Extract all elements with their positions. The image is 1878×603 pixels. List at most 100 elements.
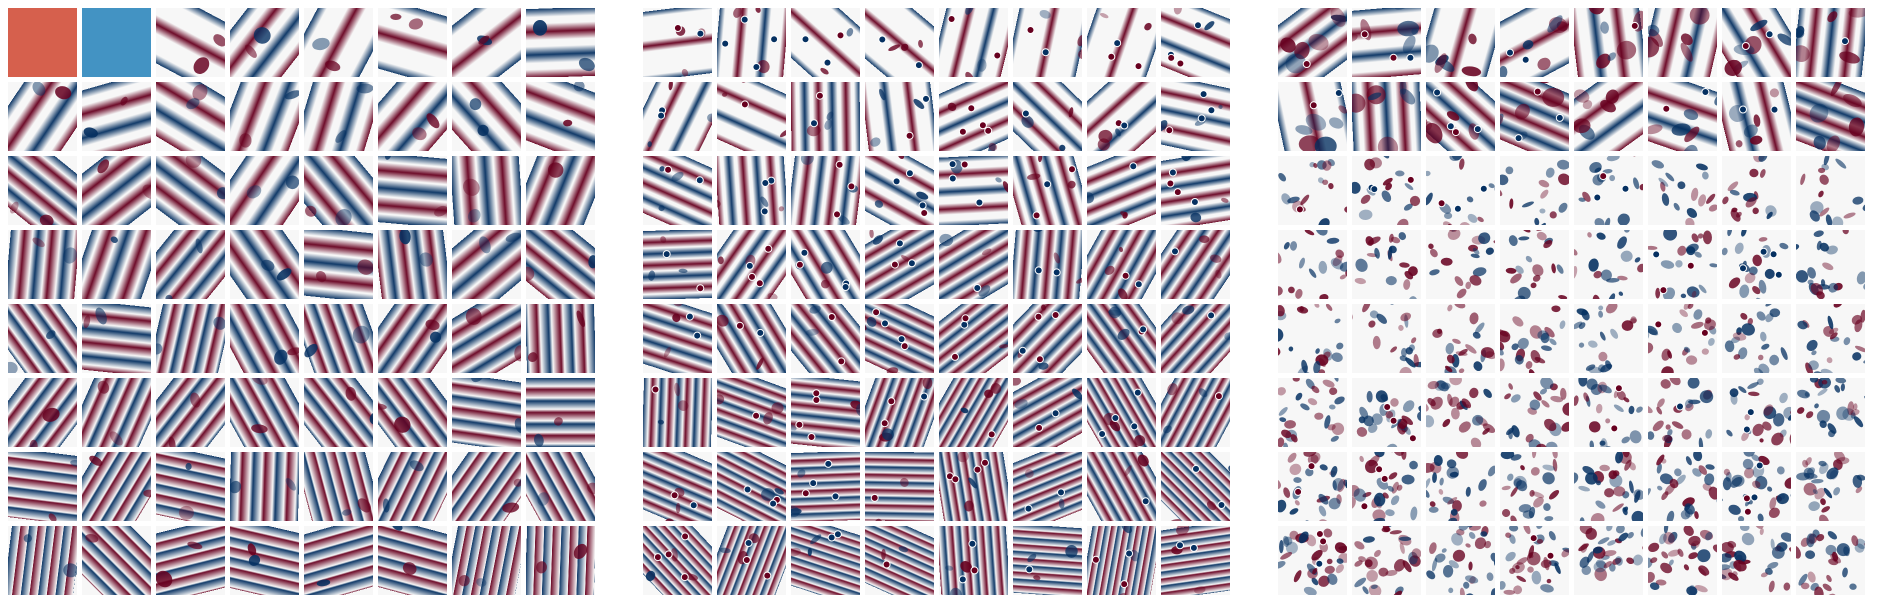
filter-tile [1722, 82, 1791, 151]
filter-tile [526, 82, 595, 151]
filter-tile [1796, 230, 1865, 299]
filter-tile [304, 156, 373, 225]
filter-tile [1796, 82, 1865, 151]
filter-tile [1013, 82, 1082, 151]
filter-tile [526, 378, 595, 447]
filter-tile [1574, 230, 1643, 299]
filter-tile [1648, 82, 1717, 151]
filter-tile [1278, 526, 1347, 595]
filter-tile [452, 230, 521, 299]
filter-tile [230, 8, 299, 77]
filter-tile [82, 526, 151, 595]
filter-tile [378, 82, 447, 151]
filter-tile [304, 230, 373, 299]
filter-tile [643, 230, 712, 299]
filter-tile [643, 156, 712, 225]
filter-tile [230, 156, 299, 225]
filter-tile [378, 156, 447, 225]
filter-tile [1426, 452, 1495, 521]
filter-tile [8, 82, 77, 151]
filter-tile [1352, 304, 1421, 373]
filter-tile [378, 8, 447, 77]
filter-tile [1087, 156, 1156, 225]
filter-tile [1722, 526, 1791, 595]
filter-tile [230, 304, 299, 373]
filter-tile [717, 8, 786, 77]
filter-tile [1278, 82, 1347, 151]
filter-tile [1574, 8, 1643, 77]
filter-tile [526, 230, 595, 299]
filter-tile [939, 378, 1008, 447]
filter-tile [82, 304, 151, 373]
filter-tile [1013, 8, 1082, 77]
filter-tile [643, 304, 712, 373]
filter-tile [1278, 230, 1347, 299]
filter-tile [82, 156, 151, 225]
filter-tile [1013, 156, 1082, 225]
filter-tile [156, 304, 225, 373]
filter-tile [1722, 452, 1791, 521]
filter-tile [1278, 156, 1347, 225]
filter-tile [865, 82, 934, 151]
filter-tile [1161, 230, 1230, 299]
filter-tile [1574, 304, 1643, 373]
filter-tile [230, 452, 299, 521]
filter-grid-right [1278, 8, 1870, 600]
filter-tile [8, 526, 77, 595]
filter-tile [865, 526, 934, 595]
filter-tile [1087, 82, 1156, 151]
filter-tile [717, 156, 786, 225]
filter-tile [1161, 156, 1230, 225]
filter-tile [865, 378, 934, 447]
filter-tile [1500, 304, 1569, 373]
filter-tile [230, 378, 299, 447]
filter-tile [791, 156, 860, 225]
filter-tile [791, 378, 860, 447]
filter-tile [1426, 156, 1495, 225]
filter-tile [1574, 378, 1643, 447]
filter-tile [1648, 452, 1717, 521]
filter-tile [1161, 378, 1230, 447]
filter-tile [1278, 452, 1347, 521]
filter-tile [452, 8, 521, 77]
filter-tile [791, 82, 860, 151]
filter-tile [526, 8, 595, 77]
filter-tile [156, 230, 225, 299]
filter-tile [1352, 378, 1421, 447]
filter-tile [1796, 452, 1865, 521]
filter-tile [1574, 82, 1643, 151]
filter-tile [1161, 8, 1230, 77]
filter-tile [156, 452, 225, 521]
filter-tile [1426, 304, 1495, 373]
filter-tile [156, 526, 225, 595]
filter-tile [82, 8, 151, 77]
filter-tile [1574, 156, 1643, 225]
filter-tile [1013, 304, 1082, 373]
filter-tile [230, 526, 299, 595]
filter-tile [8, 8, 77, 77]
filter-tile [1013, 378, 1082, 447]
filter-tile [452, 378, 521, 447]
filter-tile [1500, 8, 1569, 77]
filter-tile [1722, 230, 1791, 299]
filter-tile [1574, 452, 1643, 521]
filter-tile [526, 452, 595, 521]
filter-tile [1500, 82, 1569, 151]
filter-tile [717, 230, 786, 299]
filter-tile [865, 156, 934, 225]
filter-tile [1648, 378, 1717, 447]
filter-tile [1722, 8, 1791, 77]
filter-tile [791, 526, 860, 595]
filter-tile [865, 230, 934, 299]
filter-tile [1426, 378, 1495, 447]
filter-tile [717, 526, 786, 595]
filter-tile [1500, 378, 1569, 447]
filter-tile [304, 82, 373, 151]
filter-tile [378, 452, 447, 521]
filter-tile [1426, 526, 1495, 595]
filter-tile [1500, 230, 1569, 299]
filter-tile [1161, 304, 1230, 373]
filter-tile [1722, 378, 1791, 447]
filter-tile [304, 378, 373, 447]
filter-tile [1352, 230, 1421, 299]
